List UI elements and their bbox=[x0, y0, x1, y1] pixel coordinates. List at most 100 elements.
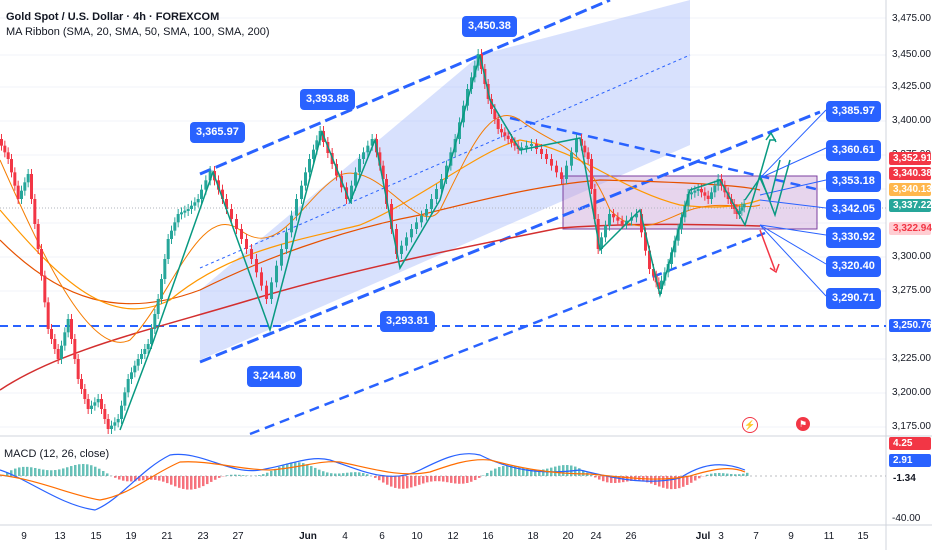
price-label: 3,450.00 bbox=[892, 49, 931, 60]
flag-icon[interactable]: ⚑ bbox=[796, 417, 810, 431]
macd-legend[interactable]: MACD (12, 26, close) bbox=[4, 448, 110, 460]
macd-bar bbox=[610, 476, 613, 483]
candle bbox=[16, 185, 20, 199]
macd-histogram bbox=[2, 462, 749, 490]
macd-bar bbox=[218, 476, 221, 478]
macd-bar bbox=[86, 464, 89, 476]
macd-tag: -1.34 bbox=[889, 472, 931, 485]
macd-bar bbox=[74, 464, 77, 476]
candle bbox=[420, 215, 423, 223]
ma-50 bbox=[0, 139, 761, 310]
macd-bar bbox=[326, 472, 329, 476]
macd-bar bbox=[242, 475, 245, 476]
macd-bar bbox=[418, 476, 421, 485]
candle bbox=[295, 199, 298, 216]
desc-trend bbox=[509, 116, 821, 192]
macd-bar bbox=[538, 469, 541, 476]
macd-bar bbox=[674, 476, 677, 489]
candle bbox=[20, 190, 23, 199]
candle bbox=[620, 220, 624, 224]
candle bbox=[312, 149, 315, 159]
ma-ribbon-legend[interactable]: MA Ribbon (SMA, 20, SMA, 50, SMA, 100, S… bbox=[6, 26, 270, 38]
candle bbox=[358, 159, 361, 173]
candle bbox=[56, 349, 60, 359]
callout-target: 3,360.61 bbox=[826, 140, 881, 161]
macd-bar bbox=[258, 475, 261, 476]
macd-bar bbox=[322, 471, 325, 476]
macd-bar bbox=[470, 476, 473, 482]
candle bbox=[560, 172, 563, 179]
symbol-title[interactable]: Gold Spot / U.S. Dollar · 4h · FOREXCOM bbox=[6, 11, 220, 23]
macd-bar bbox=[486, 472, 489, 476]
macd-bar bbox=[698, 476, 701, 479]
macd-bar bbox=[350, 472, 353, 476]
candle bbox=[362, 152, 365, 159]
macd-bar bbox=[534, 469, 537, 476]
macd-axis-label: -40.00 bbox=[892, 513, 921, 524]
macd-bar bbox=[294, 462, 297, 476]
candle bbox=[440, 179, 443, 189]
candle bbox=[713, 185, 717, 193]
zigzag-wave bbox=[119, 54, 791, 431]
macd-bar bbox=[490, 470, 493, 476]
candle bbox=[43, 275, 47, 303]
candle bbox=[23, 182, 27, 191]
candle bbox=[670, 252, 673, 264]
candle bbox=[673, 240, 677, 253]
candle bbox=[100, 399, 103, 409]
candle bbox=[652, 269, 655, 276]
macd-bar bbox=[158, 476, 161, 481]
macd-bar bbox=[90, 465, 93, 476]
candle bbox=[740, 207, 744, 211]
ma-200 bbox=[0, 223, 761, 391]
candle bbox=[690, 192, 693, 195]
macd-bar bbox=[406, 476, 409, 489]
macd-bar bbox=[206, 476, 209, 485]
candle bbox=[354, 172, 357, 186]
macd-bar bbox=[618, 476, 621, 483]
price-tag: 3,352.91 bbox=[889, 152, 932, 165]
candle bbox=[612, 214, 615, 218]
macd-bar bbox=[738, 474, 741, 476]
candle bbox=[366, 145, 370, 153]
channel-mid bbox=[199, 54, 691, 269]
price-label: 3,175.00 bbox=[892, 421, 931, 432]
candle bbox=[600, 237, 603, 249]
channel-lower bbox=[199, 110, 821, 364]
time-label: 27 bbox=[232, 531, 244, 542]
macd-bar bbox=[730, 473, 733, 476]
callout: 3,393.88 bbox=[300, 89, 355, 110]
candle bbox=[696, 189, 700, 191]
macd-bar bbox=[62, 468, 65, 476]
callout-target: 3,320.40 bbox=[826, 256, 881, 277]
candle bbox=[204, 180, 208, 190]
macd-bar bbox=[26, 466, 29, 476]
candle bbox=[76, 359, 80, 379]
macd-bar bbox=[342, 473, 345, 476]
candle bbox=[381, 165, 385, 179]
candle bbox=[116, 419, 120, 423]
candle bbox=[30, 174, 33, 199]
macd-bar bbox=[374, 476, 377, 478]
macd-bar bbox=[18, 467, 21, 476]
candle bbox=[706, 195, 710, 199]
candle bbox=[53, 339, 57, 349]
candle bbox=[540, 149, 543, 154]
time-label: 20 bbox=[562, 531, 574, 542]
macd-bar bbox=[682, 476, 685, 487]
macd-bar bbox=[714, 473, 717, 476]
candle bbox=[555, 165, 558, 173]
candle bbox=[40, 249, 43, 276]
candle bbox=[80, 379, 83, 389]
lightning-icon[interactable]: ⚡ bbox=[742, 417, 758, 433]
time-label: 9 bbox=[21, 531, 27, 542]
macd-bar bbox=[626, 476, 629, 482]
candle bbox=[146, 344, 150, 349]
candle bbox=[150, 329, 153, 344]
candle bbox=[395, 229, 398, 254]
candle bbox=[3, 145, 7, 153]
time-label: 18 bbox=[527, 531, 539, 542]
macd-bar bbox=[22, 466, 25, 476]
macd-bar bbox=[414, 476, 417, 487]
